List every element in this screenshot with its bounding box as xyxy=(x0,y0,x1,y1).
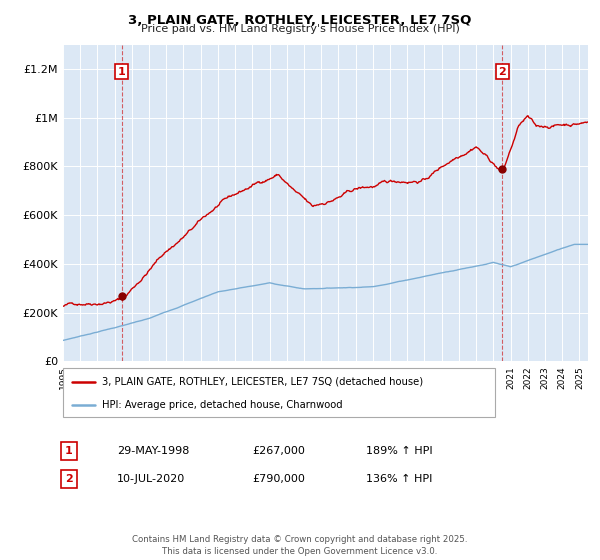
Text: 189% ↑ HPI: 189% ↑ HPI xyxy=(366,446,433,456)
Text: 3, PLAIN GATE, ROTHLEY, LEICESTER, LE7 7SQ (detached house): 3, PLAIN GATE, ROTHLEY, LEICESTER, LE7 7… xyxy=(102,377,423,387)
Text: 29-MAY-1998: 29-MAY-1998 xyxy=(117,446,190,456)
Text: £267,000: £267,000 xyxy=(252,446,305,456)
Text: 3, PLAIN GATE, ROTHLEY, LEICESTER, LE7 7SQ: 3, PLAIN GATE, ROTHLEY, LEICESTER, LE7 7… xyxy=(128,14,472,27)
Text: 10-JUL-2020: 10-JUL-2020 xyxy=(117,474,185,484)
Text: 2: 2 xyxy=(499,67,506,77)
Text: £790,000: £790,000 xyxy=(252,474,305,484)
Text: Price paid vs. HM Land Registry's House Price Index (HPI): Price paid vs. HM Land Registry's House … xyxy=(140,24,460,34)
FancyBboxPatch shape xyxy=(63,368,495,417)
Text: HPI: Average price, detached house, Charnwood: HPI: Average price, detached house, Char… xyxy=(102,400,343,410)
Text: 1: 1 xyxy=(118,67,125,77)
Text: 2: 2 xyxy=(65,474,73,484)
Text: Contains HM Land Registry data © Crown copyright and database right 2025.
This d: Contains HM Land Registry data © Crown c… xyxy=(132,535,468,556)
Text: 1: 1 xyxy=(65,446,73,456)
Text: 136% ↑ HPI: 136% ↑ HPI xyxy=(366,474,433,484)
